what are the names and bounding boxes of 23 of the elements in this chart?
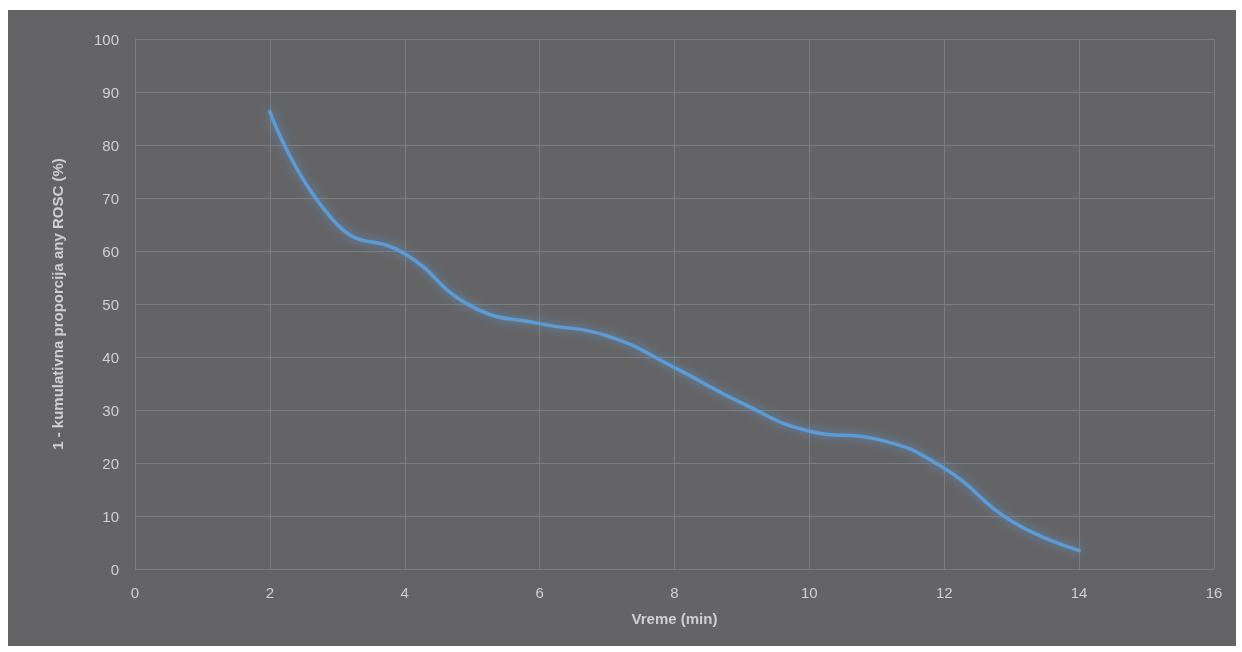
y-tick-label: 20: [102, 454, 119, 472]
y-tick-label: 30: [102, 401, 119, 419]
line-series: [268, 109, 1081, 553]
y-tick-label: 100: [93, 30, 119, 48]
x-tick-label: 2: [265, 584, 275, 601]
y-tick-label: 80: [102, 136, 119, 154]
y-tick-label: 70: [102, 189, 119, 207]
y-tick-label: 60: [102, 242, 119, 260]
y-tick-label: 50: [102, 295, 119, 313]
x-tick-label: 10: [801, 584, 818, 601]
x-tick-label: 14: [1070, 584, 1088, 601]
x-axis-title: Vreme (min): [631, 610, 718, 627]
x-tick-label: 12: [935, 584, 953, 601]
y-axis-title: 1 - kumulativna proporcija any ROSC (%): [49, 158, 66, 450]
x-tick-label: 6: [535, 584, 544, 601]
x-tick-label: 16: [1205, 584, 1223, 601]
x-tick-label: 0: [130, 584, 140, 601]
y-tick-label: 10: [102, 507, 119, 525]
x-tick-label: 8: [670, 584, 679, 601]
y-tick-label: 0: [110, 560, 119, 578]
y-tick-label: 90: [102, 83, 119, 101]
x-tick-label: 4: [400, 584, 409, 601]
y-tick-label: 40: [102, 348, 119, 366]
